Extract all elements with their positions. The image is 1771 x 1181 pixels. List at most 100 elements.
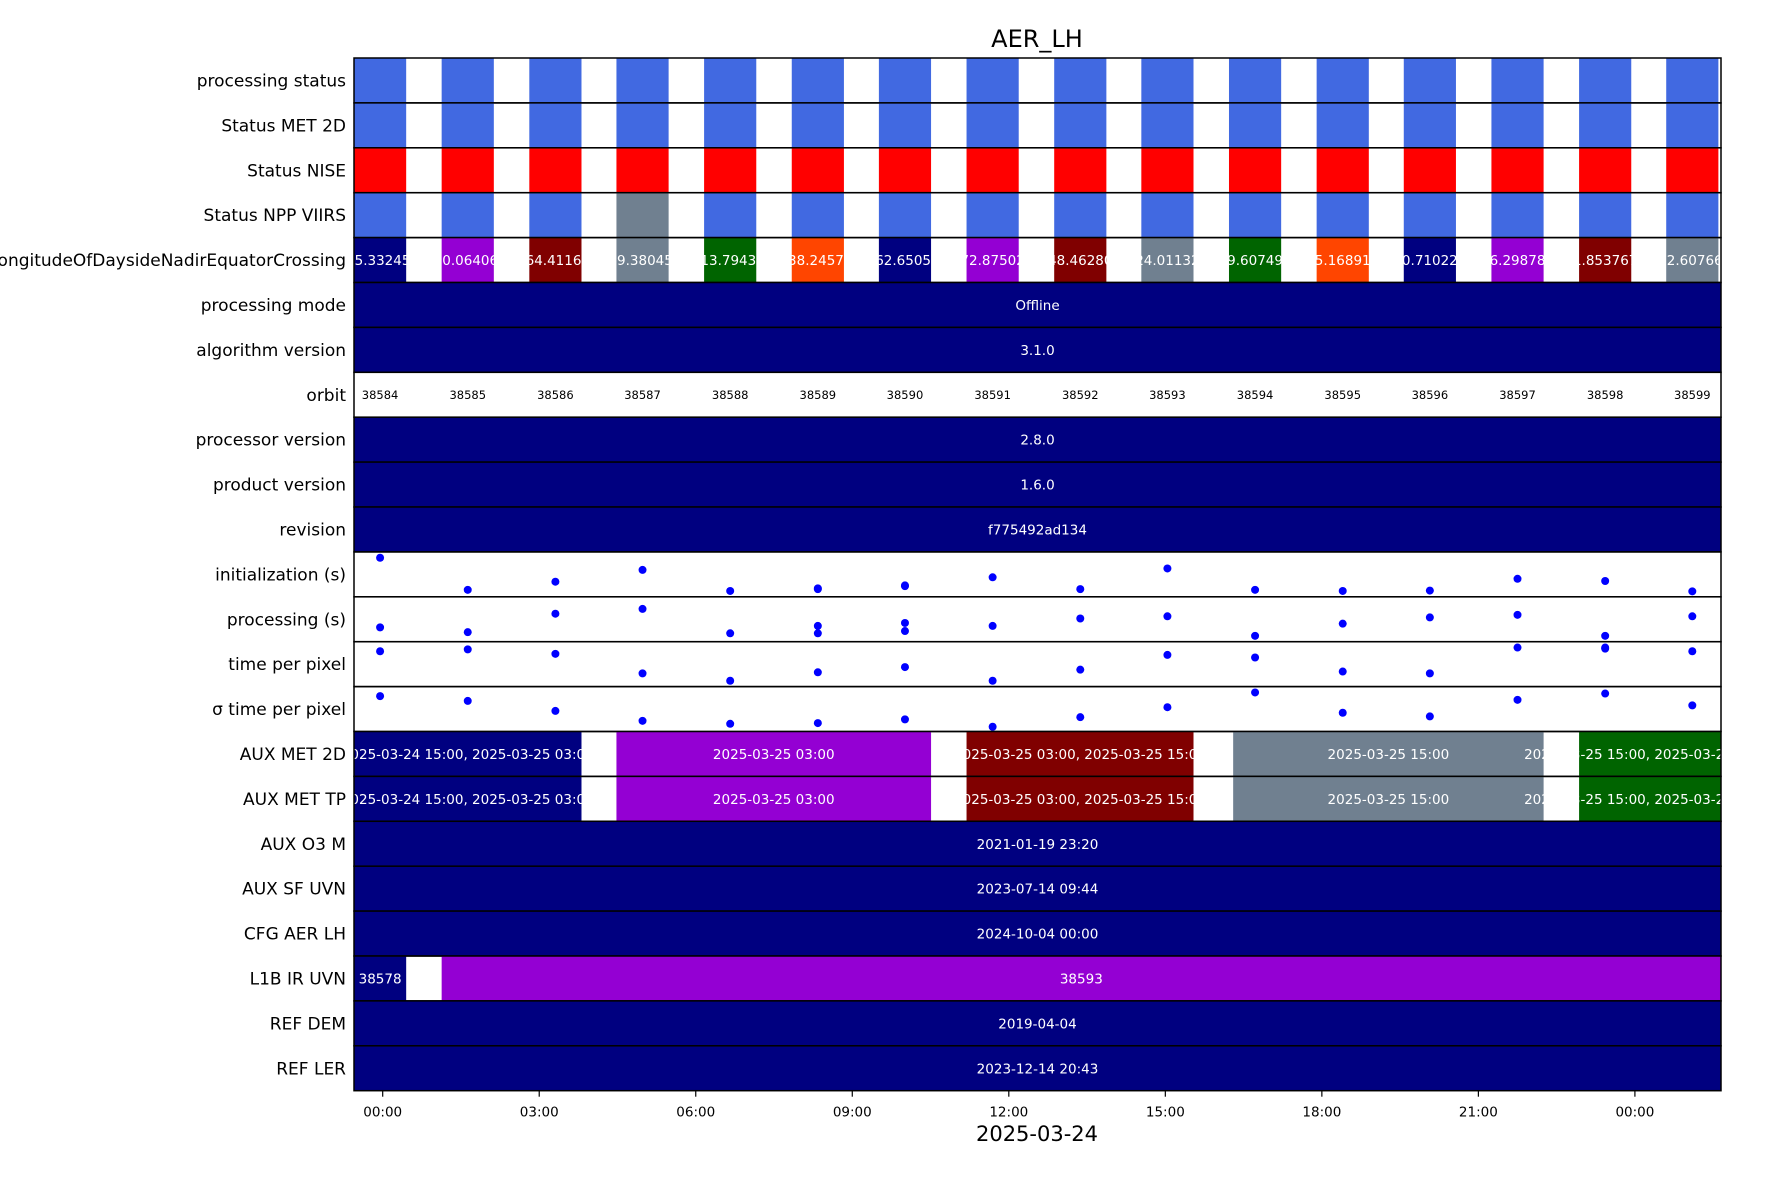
data-point	[1601, 643, 1610, 652]
row-1	[354, 102, 1719, 148]
orbit-block	[1491, 102, 1544, 148]
orbit-number: 38585	[449, 388, 486, 402]
orbit-block	[878, 147, 932, 193]
segment-label: 2025-03-25 15:00, 2025-03-26 03:00	[1524, 747, 1771, 763]
data-point	[551, 609, 560, 618]
segment-label: 2025-03-25 03:00, 2025-03-25 15:00	[954, 792, 1206, 808]
orbit-block	[1491, 192, 1544, 238]
data-point	[1601, 576, 1610, 585]
segment-label: 2025-03-25 03:00	[713, 792, 835, 808]
orbit-block-label: -89.380450	[604, 253, 682, 269]
full-bar	[354, 821, 1721, 867]
row-label: time per pixel	[228, 655, 346, 675]
orbit-block	[791, 102, 844, 148]
segment-label: 2025-03-25 03:00	[713, 747, 835, 763]
full-bar	[354, 866, 1721, 912]
data-point	[1513, 643, 1522, 652]
data-point	[551, 706, 560, 715]
orbit-block	[1228, 147, 1282, 193]
row-10: f775492ad134	[354, 507, 1721, 552]
data-point	[1688, 647, 1697, 656]
orbit-block-label: 50.710227	[1393, 253, 1466, 269]
orbit-block	[616, 192, 669, 238]
full-bar-label: 3.1.0	[1020, 343, 1054, 359]
orbit-block	[529, 192, 582, 238]
full-bar-label: 2.8.0	[1020, 433, 1054, 449]
orbit-block	[441, 237, 494, 283]
row-4: -15.332457 -40.064065 -64.41162 -89.380450-…	[354, 237, 1721, 283]
data-point	[376, 623, 385, 632]
data-point	[813, 584, 822, 593]
full-bar-label: 2023-12-14 20:43	[977, 1061, 1099, 1077]
orbit-block	[1316, 237, 1369, 283]
data-point	[1076, 614, 1085, 623]
orbit-number: 38588	[712, 388, 749, 402]
data-point	[813, 719, 822, 728]
row-5: Offline	[354, 282, 1721, 328]
x-tick-label: 06:00	[676, 1105, 715, 1121]
data-point	[900, 627, 909, 636]
orbit-block	[1579, 58, 1632, 103]
orbit-block	[878, 102, 932, 148]
orbit-block	[1491, 237, 1544, 283]
full-bar	[354, 911, 1721, 956]
orbit-block-label: -138.245766	[775, 253, 861, 269]
data-point	[551, 577, 560, 586]
data-point	[988, 722, 997, 731]
chart-title: AER_LH	[991, 25, 1083, 53]
data-point	[726, 719, 735, 728]
x-tick-label: 21:00	[1459, 1105, 1498, 1121]
full-bar	[354, 1000, 1721, 1046]
x-tick-label: 18:00	[1302, 1105, 1341, 1121]
row-label: Status NISE	[247, 161, 346, 181]
segment-bar	[441, 956, 1721, 1001]
orbit-number: 38590	[887, 388, 924, 402]
row-22: 2023-12-14 20:43	[354, 1045, 1721, 1091]
row-2	[354, 147, 1719, 193]
x-tick-label: 12:00	[989, 1105, 1028, 1121]
orbit-block-label: 148.462804	[1039, 253, 1121, 269]
full-bar-label: 2024-10-04 00:00	[977, 927, 1099, 943]
orbit-block-label: 172.875026	[952, 253, 1034, 269]
x-tick-label: 09:00	[833, 1105, 872, 1121]
orbit-block	[1054, 237, 1107, 283]
orbit-block	[1054, 147, 1107, 193]
full-bar	[354, 507, 1721, 552]
row-label: AUX O3 M	[261, 835, 346, 855]
orbit-block	[1141, 58, 1194, 103]
data-point	[551, 649, 560, 658]
full-bar-label: 2019-04-04	[998, 1016, 1076, 1032]
orbit-number: 38595	[1324, 388, 1361, 402]
row-7: 38584 38585 38586 38587 38588 38589 38590 38591…	[362, 388, 1711, 402]
row-11	[376, 553, 1697, 596]
data-point	[1338, 619, 1347, 628]
orbit-block	[354, 192, 407, 238]
orbit-block-label: -64.41162	[521, 253, 590, 269]
row-19: 2024-10-04 00:00	[354, 911, 1721, 956]
orbit-block	[354, 237, 407, 283]
orbit-block	[1141, 147, 1194, 193]
orbit-block	[878, 237, 932, 283]
orbit-block	[966, 192, 1019, 238]
full-bar	[354, 462, 1721, 507]
x-axis: 00:00 03:00 06:00 09:00 12:00 15:00 18:00 21:00…	[363, 1090, 1654, 1121]
data-point	[638, 604, 647, 613]
row-12	[376, 604, 1697, 640]
row-label: processor version	[196, 431, 346, 451]
row-18: 2023-07-14 09:44	[354, 866, 1721, 912]
row-15: 2025-03-24 15:00, 2025-03-25 03:00 2025-0…	[354, 731, 1771, 777]
orbit-block	[1403, 192, 1456, 238]
row-label: processing status	[197, 71, 346, 91]
data-point	[1601, 631, 1610, 640]
orbit-block	[966, 147, 1019, 193]
orbit-block	[966, 237, 1019, 283]
segment-bar	[616, 776, 932, 822]
row-13	[376, 643, 1697, 685]
row-label: LongitudeOfDaysideNadirEquatorCrossing	[0, 251, 346, 271]
orbit-block	[1228, 237, 1282, 283]
segment-bar	[966, 776, 1194, 822]
row-label: initialization (s)	[215, 565, 346, 585]
row-border	[353, 1045, 1722, 1092]
orbit-block	[791, 147, 844, 193]
full-bar	[354, 282, 1721, 328]
